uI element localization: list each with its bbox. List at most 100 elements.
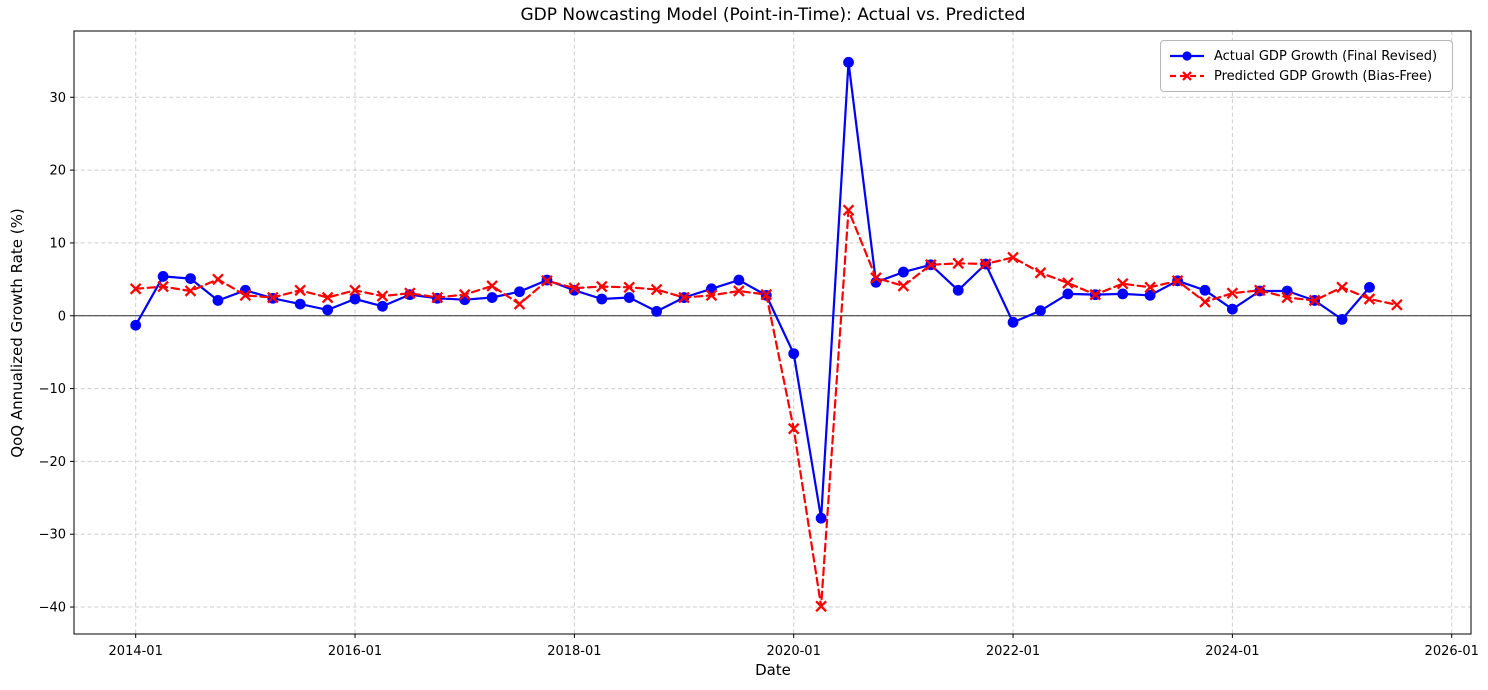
predicted-data-point-marker xyxy=(349,284,361,297)
actual-data-point-marker xyxy=(322,304,334,316)
predicted-data-point-marker xyxy=(376,290,389,302)
predicted-series-sample-icon xyxy=(1170,71,1204,81)
legend-item-predicted: Predicted GDP Growth (Bias-Free) xyxy=(1169,66,1444,86)
predicted-data-point-marker xyxy=(924,258,937,271)
actual-data-point-marker xyxy=(1199,284,1211,296)
predicted-data-point-marker xyxy=(184,285,197,297)
predicted-data-point-marker xyxy=(1144,281,1156,294)
legend-item-actual: Actual GDP Growth (Final Revised) xyxy=(1169,46,1444,66)
actual-data-point-marker xyxy=(130,319,142,331)
actual-data-point-marker xyxy=(377,300,388,312)
actual-data-point-marker xyxy=(1364,281,1375,293)
y-axis-label: QoQ Annualized Growth Rate (%) xyxy=(8,208,26,458)
predicted-data-point-marker xyxy=(1116,277,1129,290)
actual-data-point-marker xyxy=(651,305,663,317)
actual-data-point-marker xyxy=(1062,288,1074,300)
actual-data-point-marker xyxy=(897,266,909,278)
predicted-data-point-marker xyxy=(870,272,882,284)
actual-data-point-marker xyxy=(185,273,196,285)
axes-spines xyxy=(73,30,1472,635)
predicted-data-point-marker xyxy=(952,257,965,270)
y-tick-label: 10 xyxy=(49,236,66,251)
actual-data-point-marker xyxy=(1035,305,1046,317)
predicted-data-point-marker xyxy=(266,291,279,304)
predicted-data-point-marker xyxy=(787,422,800,435)
predicted-data-point-marker xyxy=(513,298,526,310)
actual-data-point-marker xyxy=(1117,288,1129,300)
predicted-data-point-marker xyxy=(760,288,773,301)
actual-data-point-marker xyxy=(514,286,525,298)
x-tick-label: 2026-01 xyxy=(1425,644,1479,659)
actual-data-point-marker xyxy=(1007,316,1019,328)
predicted-data-point-marker xyxy=(623,281,636,294)
actual-data-point-marker xyxy=(843,56,854,68)
predicted-data-point-marker xyxy=(1199,296,1211,308)
actual-data-point-marker xyxy=(212,295,224,306)
predicted-data-point-marker xyxy=(1253,284,1266,297)
predicted-data-point-marker xyxy=(1308,294,1321,307)
predicted-data-point-marker xyxy=(1089,288,1102,301)
predicted-data-point-marker xyxy=(294,284,307,297)
predicted-data-point-marker xyxy=(458,288,471,301)
y-tick-label: −10 xyxy=(39,382,66,397)
predicted-data-point-marker xyxy=(212,273,224,286)
actual-data-point-marker xyxy=(486,292,498,303)
predicted-data-point-marker xyxy=(897,280,910,292)
predicted-data-point-marker xyxy=(1171,274,1184,287)
y-tick-label: 20 xyxy=(49,164,66,179)
actual-series-sample-icon xyxy=(1170,51,1204,61)
predicted-data-point-marker xyxy=(1226,287,1239,299)
x-tick-label: 2022-01 xyxy=(986,644,1040,659)
y-tick-label: −30 xyxy=(39,528,66,543)
actual-data-point-marker xyxy=(815,512,827,524)
predicted-data-point-marker xyxy=(1007,251,1019,264)
actual-data-point-marker xyxy=(788,348,800,360)
x-tick-label: 2014-01 xyxy=(109,644,163,659)
predicted-data-point-marker xyxy=(321,291,334,304)
x-tick-label: 2016-01 xyxy=(328,644,382,659)
predicted-data-point-marker xyxy=(1034,266,1047,279)
predicted-data-point-marker xyxy=(541,274,553,287)
actual-data-point-marker xyxy=(596,293,608,305)
predicted-data-point-marker xyxy=(404,287,416,299)
plot-background xyxy=(74,31,1471,634)
predicted-data-point-marker xyxy=(650,283,663,296)
actual-data-point-marker xyxy=(733,274,745,286)
actual-data-point-marker xyxy=(349,293,361,305)
chart-title: GDP Nowcasting Model (Point-in-Time): Ac… xyxy=(520,5,1026,25)
predicted-data-point-marker xyxy=(1062,277,1074,289)
x-tick-label: 2018-01 xyxy=(547,644,601,659)
predicted-data-point-marker xyxy=(678,291,690,304)
x-tick-label: 2020-01 xyxy=(767,644,821,659)
actual-data-point-marker xyxy=(1226,303,1238,315)
predicted-data-point-marker xyxy=(842,204,855,216)
x-axis-label: Date xyxy=(755,661,791,679)
y-tick-label: 30 xyxy=(49,91,66,106)
predicted-data-point-marker xyxy=(815,600,827,613)
actual-series-line xyxy=(134,61,1371,520)
predicted-data-point-marker xyxy=(979,258,992,270)
predicted-data-point-marker xyxy=(733,285,745,297)
predicted-data-point-marker xyxy=(129,282,142,295)
y-tick-label: 0 xyxy=(58,309,66,324)
predicted-data-point-marker xyxy=(1336,281,1348,294)
actual-data-point-marker xyxy=(157,271,169,282)
predicted-data-point-marker xyxy=(705,289,718,302)
legend: Actual GDP Growth (Final Revised) Predic… xyxy=(1160,40,1453,92)
predicted-data-point-marker xyxy=(157,280,169,293)
predicted-data-point-marker xyxy=(239,289,252,302)
actual-data-point-marker xyxy=(623,292,635,303)
predicted-data-point-marker xyxy=(1363,293,1376,305)
actual-data-point-marker xyxy=(1336,313,1348,325)
predicted-data-point-marker xyxy=(1281,291,1294,304)
predicted-data-point-marker xyxy=(431,291,444,304)
y-tick-label: −20 xyxy=(39,455,66,470)
legend-label-actual: Actual GDP Growth (Final Revised) xyxy=(1214,48,1438,64)
predicted-data-point-marker xyxy=(568,282,581,294)
predicted-data-point-marker xyxy=(595,280,608,293)
predicted-data-point-marker xyxy=(1391,299,1403,311)
predicted-data-point-marker xyxy=(486,280,498,292)
actual-data-point-marker xyxy=(952,284,964,296)
